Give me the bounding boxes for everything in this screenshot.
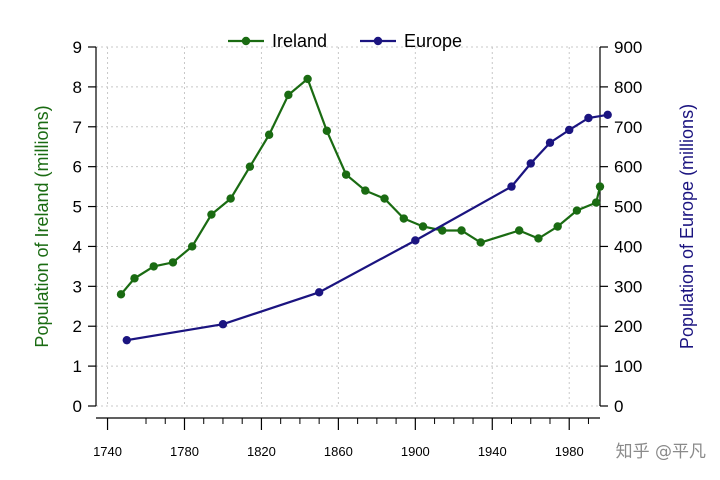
y-left-tick-label: 8 [73, 78, 82, 97]
data-point-europe [314, 288, 324, 297]
data-point-ireland [322, 126, 332, 135]
y-axis-right-title: Population of Europe (millions) [677, 104, 697, 349]
data-point-ireland [116, 290, 126, 299]
y-left-tick-label: 2 [73, 317, 82, 336]
data-point-ireland [380, 194, 389, 203]
y-right-tick-label: 400 [614, 237, 642, 256]
y-left-tick-label: 3 [73, 277, 82, 296]
data-point-europe [584, 113, 593, 123]
data-point-ireland [284, 90, 293, 100]
data-point-europe [603, 110, 612, 120]
y-right-tick-label: 100 [614, 357, 642, 376]
data-point-ireland [226, 194, 235, 203]
y-left-tick-label: 0 [73, 397, 82, 416]
y-right-tick-label: 800 [614, 78, 642, 97]
data-point-europe [545, 138, 555, 147]
data-point-europe [218, 320, 228, 329]
y-right-tick-label: 600 [614, 158, 642, 177]
data-point-ireland [264, 130, 274, 139]
y-right-tick-label: 300 [614, 277, 642, 296]
data-point-ireland [399, 214, 408, 223]
x-tick-label: 1820 [247, 444, 276, 459]
series-line-ireland [120, 77, 602, 296]
y-left-tick-label: 5 [73, 198, 82, 217]
data-point-ireland [476, 238, 485, 247]
y-left-tick-label: 9 [73, 38, 82, 57]
data-point-ireland [149, 262, 158, 271]
series-lines [116, 74, 612, 345]
data-point-ireland [534, 234, 543, 243]
data-point-ireland [553, 222, 562, 231]
y-left-tick-label: 4 [73, 237, 82, 256]
y-left-tick-label: 6 [73, 158, 82, 177]
y-right-tick-label: 500 [614, 198, 642, 217]
legend-label-europe: Europe [404, 31, 462, 51]
watermark: 知乎 @平凡 [615, 442, 706, 462]
data-point-europe [122, 335, 131, 345]
x-tick-label: 1900 [401, 444, 430, 459]
y-right-tick-label: 0 [614, 397, 623, 416]
x-tick-label: 1980 [555, 444, 584, 459]
data-point-europe [565, 125, 574, 135]
data-point-ireland [245, 162, 255, 171]
data-point-ireland [361, 186, 370, 195]
x-tick-label: 1940 [478, 444, 507, 459]
axes: 0 1 2 3 4 5 6 7 8 9 0 100 200 300 400 500 600 700 800 900 17… [73, 38, 643, 459]
x-tick-label: 1740 [93, 444, 122, 459]
data-point-ireland [438, 226, 447, 235]
y-left-tick-label: 1 [73, 357, 82, 376]
data-point-ireland [187, 242, 197, 251]
data-point-europe [507, 182, 516, 191]
data-point-ireland [418, 222, 428, 231]
legend-label-ireland: Ireland [272, 31, 327, 51]
data-point-europe [526, 159, 535, 168]
data-point-ireland [457, 226, 466, 235]
gridlines [96, 46, 600, 407]
data-point-europe [411, 236, 420, 245]
legend: Ireland Europe [228, 31, 462, 51]
data-point-ireland [515, 226, 524, 235]
y-right-tick-label: 200 [614, 317, 642, 336]
legend-swatch-marker-europe [373, 36, 383, 46]
y-axis-left-title: Population of Ireland (millions) [32, 105, 52, 347]
data-point-ireland [168, 258, 178, 267]
data-point-ireland [130, 274, 139, 283]
y-left-tick-label: 7 [73, 118, 82, 137]
y-right-tick-label: 700 [614, 118, 642, 137]
y-right-tick-label: 900 [614, 38, 642, 57]
data-point-ireland [303, 74, 312, 84]
series-line-europe [126, 113, 608, 342]
x-tick-label: 1860 [324, 444, 353, 459]
data-point-ireland [591, 198, 601, 207]
data-point-ireland [595, 182, 605, 191]
x-tick-label: 1780 [170, 444, 199, 459]
legend-swatch-marker-ireland [241, 36, 251, 46]
data-point-ireland [341, 170, 351, 179]
data-point-ireland [572, 206, 582, 215]
data-point-ireland [207, 210, 216, 219]
